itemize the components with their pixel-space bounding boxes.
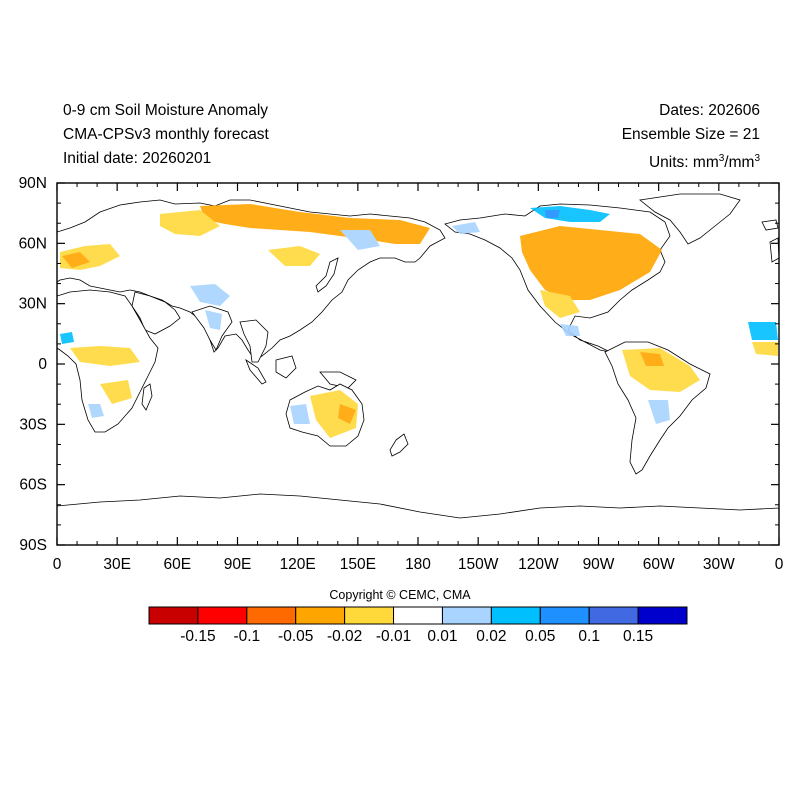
- longitude-ticks: [56, 183, 780, 545]
- land-madagascar: [141, 383, 153, 411]
- units-mid: /mm: [724, 154, 755, 172]
- colorbar-swatch: [197, 606, 248, 625]
- colorbar-swatch: [588, 606, 639, 625]
- lon-label: 60W: [643, 556, 675, 573]
- lat-label: 60S: [19, 477, 47, 494]
- model-name: CMA-CPSv3 monthly forecast: [63, 126, 269, 143]
- lon-label: 90W: [583, 556, 615, 573]
- lon-label: 30W: [703, 556, 735, 573]
- lon-label: 120E: [280, 556, 316, 573]
- anomaly-caribbean-wet: [748, 322, 778, 340]
- land-britain: [769, 237, 779, 263]
- anomaly-australia-orange: [338, 404, 356, 424]
- lon-label: 150W: [458, 556, 499, 573]
- anomaly-siberia-light: [160, 210, 220, 236]
- units-prefix: Units: mm: [648, 154, 719, 172]
- colorbar-label: -0.01: [376, 628, 411, 645]
- land-greenland: [639, 193, 741, 245]
- anomaly-south-africa-wet: [88, 404, 104, 418]
- anomaly-sahel-dry: [70, 346, 140, 366]
- land-arabia: [131, 291, 181, 335]
- lon-label: 150E: [340, 556, 376, 573]
- anomaly-europe-orange: [62, 252, 90, 268]
- land-japan: [315, 257, 339, 293]
- anomaly-greenland-blue: [545, 210, 560, 218]
- units-label: Units: mm3/mm3: [649, 150, 760, 172]
- land-iceland: [761, 219, 779, 231]
- anomaly-australia-dry: [310, 390, 358, 438]
- longitude-labels: 0 30E 60E 90E 120E 150E 180 150W 120W 90W 60W 30W 0: [53, 556, 784, 573]
- lat-label: 60N: [19, 235, 47, 252]
- anomaly-north-america-light: [540, 290, 580, 318]
- colorbar-label: 0.01: [427, 628, 457, 645]
- lat-label: 90S: [19, 537, 47, 554]
- anomaly-amazon-dry: [622, 348, 700, 392]
- colorbar: [148, 606, 688, 625]
- colorbar-swatch: [246, 606, 297, 625]
- initial-date: Initial date: 20260201: [63, 150, 212, 167]
- colorbar-swatch: [295, 606, 346, 625]
- lat-label: 0: [38, 356, 47, 373]
- units-sup2: 3: [754, 153, 760, 164]
- land-sumatra: [245, 358, 267, 385]
- lon-label: 0: [775, 556, 784, 573]
- colorbar-swatch: [344, 606, 395, 625]
- land-new-guinea: [319, 371, 357, 389]
- land-borneo: [275, 355, 297, 379]
- lat-label: 90N: [19, 175, 47, 192]
- lon-label: 180: [405, 556, 431, 573]
- colorbar-label: 0.02: [476, 628, 506, 645]
- anomaly-west-africa-wet: [60, 332, 74, 344]
- anomaly-india-wet: [205, 310, 222, 330]
- anomaly-caribbean-dry: [752, 342, 778, 356]
- lat-label: 30S: [19, 416, 47, 433]
- colorbar-label: 0.05: [525, 628, 555, 645]
- lon-label: 30E: [103, 556, 131, 573]
- colorbar-swatch: [148, 606, 199, 625]
- forecast-dates: Dates: 202606: [659, 102, 760, 119]
- anomaly-china-wet: [340, 230, 380, 250]
- anomaly-central-america-wet: [560, 324, 580, 336]
- land-indochina: [239, 319, 269, 363]
- land-new-zealand: [389, 433, 409, 457]
- anomaly-shading: [60, 204, 778, 438]
- colorbar-swatch: [539, 606, 590, 625]
- anomaly-alaska-wet: [452, 222, 480, 234]
- colorbar-label: -0.02: [327, 628, 362, 645]
- anomaly-south-america-wet: [648, 400, 670, 424]
- colorbar-label: -0.05: [278, 628, 313, 645]
- lat-label: 30N: [19, 296, 47, 313]
- map-title: 0-9 cm Soil Moisture Anomaly: [63, 102, 269, 119]
- copyright-text: Copyright © CEMC, CMA: [329, 588, 471, 602]
- colorbar-label: 0.1: [578, 628, 600, 645]
- colorbar-swatch: [393, 606, 443, 625]
- lon-label: 0: [53, 556, 62, 573]
- lon-label: 60E: [164, 556, 192, 573]
- colorbar-label: 0.15: [623, 628, 653, 645]
- lon-label: 120W: [518, 556, 559, 573]
- anomaly-south-africa-dry: [100, 380, 132, 404]
- colorbar-swatch: [637, 606, 688, 625]
- units-sup1: 3: [718, 153, 725, 164]
- map-area: [57, 193, 779, 545]
- anomaly-north-america-dry: [520, 226, 662, 300]
- colorbar-label: -0.15: [180, 628, 215, 645]
- anomaly-australia-wet: [290, 404, 310, 424]
- anomaly-amazon-orange: [640, 352, 664, 366]
- colorbar-label: -0.1: [233, 628, 260, 645]
- anomaly-china-dry: [268, 246, 320, 266]
- colorbar-swatch: [490, 606, 541, 625]
- colorbar-swatch: [441, 606, 492, 625]
- latitude-ticks: [57, 182, 779, 546]
- lon-label: 90E: [224, 556, 252, 573]
- land-antarctica: [57, 493, 779, 545]
- latitude-labels: 90N 60N 30N 0 30S 60S 90S: [19, 175, 48, 554]
- ensemble-size: Ensemble Size = 21: [621, 126, 760, 143]
- colorbar-labels: -0.15 -0.1 -0.05 -0.02 -0.01 0.01 0.02 0.05 0.1 0…: [180, 628, 653, 645]
- anomaly-central-asia-wet: [190, 284, 230, 306]
